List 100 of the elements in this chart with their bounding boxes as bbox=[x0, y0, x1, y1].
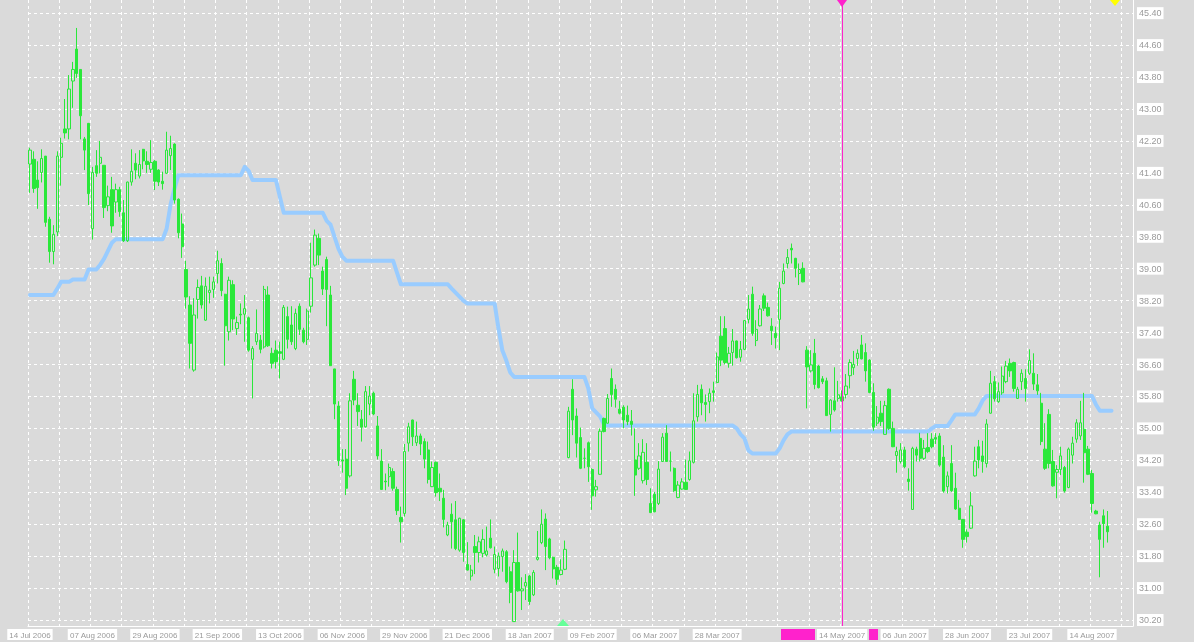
x-tick-label: 06 Nov 2006 bbox=[319, 630, 366, 640]
y-tick-label: 39.00 bbox=[1139, 263, 1162, 274]
x-tick-label: 23 Jul 2007 bbox=[1008, 630, 1051, 640]
x-tick-label: 21 Sep 2006 bbox=[194, 630, 241, 640]
candlestick bbox=[243, 294, 246, 343]
candlestick bbox=[544, 512, 547, 571]
y-tick-label: 34.20 bbox=[1139, 455, 1162, 466]
candlestick bbox=[969, 491, 973, 530]
candlestick bbox=[325, 256, 328, 327]
candlestick bbox=[427, 441, 430, 484]
y-tick-label: 36.60 bbox=[1139, 359, 1162, 370]
candlestick bbox=[290, 305, 293, 346]
x-tick-label: 13 Oct 2006 bbox=[258, 630, 303, 640]
y-tick-label: 32.60 bbox=[1139, 519, 1162, 530]
x-tick-label: 28 Mar 2007 bbox=[694, 630, 741, 640]
candlestick bbox=[712, 381, 715, 403]
candlestick bbox=[669, 451, 672, 472]
candlestick bbox=[641, 438, 645, 484]
candlestick bbox=[263, 285, 266, 350]
candlestick bbox=[782, 262, 785, 285]
candlestick bbox=[407, 422, 410, 453]
candlestick bbox=[622, 404, 625, 429]
candlestick bbox=[790, 243, 793, 264]
candlestick bbox=[102, 164, 106, 219]
candlestick bbox=[329, 285, 332, 367]
candlestick bbox=[805, 345, 809, 409]
candlestick bbox=[634, 427, 637, 497]
candlestick bbox=[645, 442, 649, 486]
candlestick bbox=[434, 461, 438, 498]
x-tick-label: 09 Feb 2007 bbox=[569, 630, 616, 640]
candlestick bbox=[1094, 509, 1098, 515]
candlestick bbox=[380, 448, 383, 490]
y-tick-label: 37.40 bbox=[1139, 327, 1162, 338]
candlestick bbox=[696, 384, 699, 423]
candlestick bbox=[801, 261, 805, 283]
candlestick bbox=[462, 518, 465, 563]
candlestick bbox=[536, 530, 539, 562]
candlestick bbox=[403, 443, 406, 518]
candlestick bbox=[895, 446, 898, 474]
candlestick bbox=[1106, 510, 1109, 544]
x-tick-label: 29 Aug 2006 bbox=[132, 630, 178, 640]
y-tick-label: 40.60 bbox=[1139, 199, 1162, 210]
candlestick bbox=[731, 328, 734, 367]
y-tick-label: 31.80 bbox=[1139, 551, 1162, 562]
x-tick-label: 14 Aug 2007 bbox=[1069, 630, 1116, 640]
y-tick-label: 38.20 bbox=[1139, 295, 1162, 306]
candlestick bbox=[110, 176, 114, 234]
candlestick bbox=[610, 367, 613, 408]
candlestick bbox=[161, 171, 164, 191]
candlestick bbox=[774, 326, 777, 350]
y-tick-label: 31.00 bbox=[1139, 583, 1162, 594]
candlestick bbox=[266, 285, 270, 348]
y-tick-label: 41.40 bbox=[1139, 167, 1162, 178]
candlestick bbox=[708, 387, 711, 414]
candlestick bbox=[1032, 352, 1035, 391]
candlestick bbox=[591, 467, 594, 511]
candlestick bbox=[1083, 392, 1086, 484]
candlestick bbox=[665, 424, 668, 463]
candlestick bbox=[134, 152, 137, 180]
y-tick-label: 43.80 bbox=[1139, 72, 1162, 83]
candlestick bbox=[493, 546, 496, 574]
candlestick bbox=[1098, 521, 1101, 578]
candlestick bbox=[388, 463, 391, 488]
y-tick-label: 43.00 bbox=[1139, 103, 1162, 114]
candlestick bbox=[212, 276, 215, 299]
x-tick-label: 14 May 2007 bbox=[818, 630, 866, 640]
candlestick bbox=[930, 432, 934, 449]
line-series bbox=[27, 164, 1114, 456]
candlestick bbox=[165, 131, 168, 175]
candlestick bbox=[563, 540, 567, 571]
candlestick bbox=[99, 140, 102, 174]
candlestick bbox=[317, 233, 321, 266]
candlestick bbox=[528, 574, 531, 606]
candlestick bbox=[723, 315, 727, 365]
candlestick bbox=[1024, 368, 1027, 403]
x-tick-label: 14 Jul 2006 bbox=[9, 630, 52, 640]
candlestick bbox=[446, 521, 449, 537]
x-tick-label: 21 Dec 2006 bbox=[444, 630, 491, 640]
candlestick bbox=[587, 441, 590, 483]
candlestick bbox=[919, 432, 922, 463]
x-tick-label: 06 Mar 2007 bbox=[632, 630, 678, 640]
y-tick-label: 42.20 bbox=[1139, 135, 1162, 146]
candlestick bbox=[28, 147, 32, 194]
y-tick-label: 44.60 bbox=[1139, 40, 1162, 51]
candlestick bbox=[630, 409, 633, 437]
candlestick bbox=[1102, 508, 1105, 549]
candlestick bbox=[333, 368, 336, 420]
candlestick bbox=[684, 459, 688, 491]
candlestick bbox=[649, 487, 652, 514]
x-tick-label: 07 Aug 2006 bbox=[69, 630, 116, 640]
candlestick bbox=[911, 446, 914, 511]
candlestick bbox=[903, 446, 906, 469]
y-tick-label: 39.80 bbox=[1139, 231, 1162, 242]
candlestick bbox=[313, 229, 317, 268]
candlestick bbox=[989, 370, 992, 415]
candlestick bbox=[450, 502, 453, 550]
candlestick bbox=[786, 248, 789, 269]
y-tick-label: 35.00 bbox=[1139, 423, 1162, 434]
x-tick-label: 18 Jan 2007 bbox=[507, 630, 553, 640]
y-tick-label: 30.20 bbox=[1139, 615, 1162, 626]
